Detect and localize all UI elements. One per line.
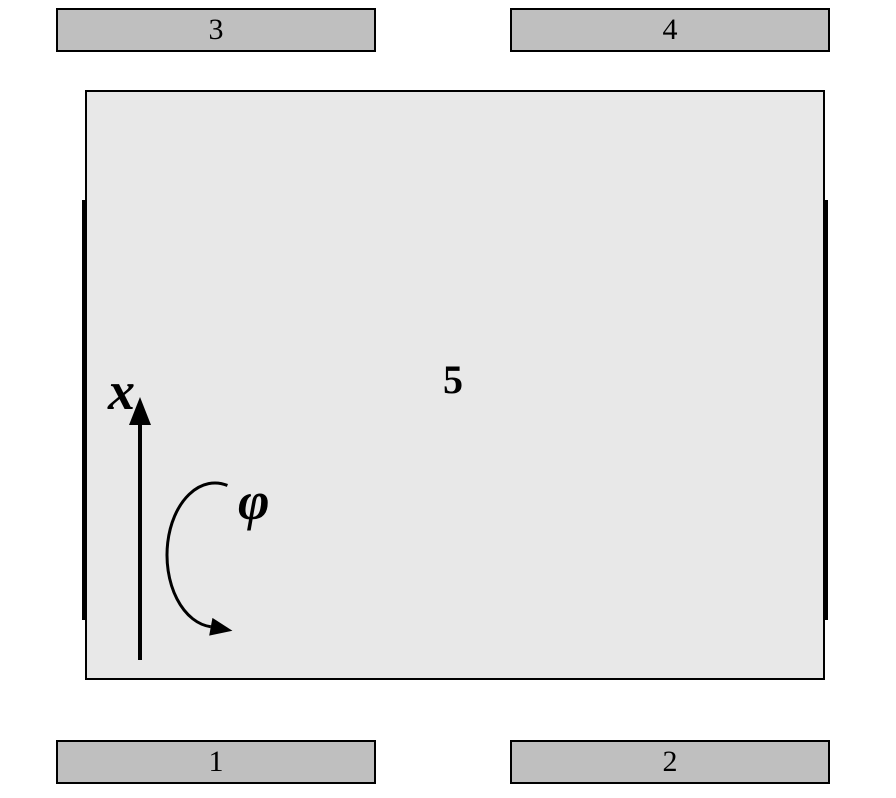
side-tick-left — [82, 200, 87, 620]
bar-4: 4 — [510, 8, 830, 52]
bar-3-label: 3 — [209, 13, 224, 47]
bar-4-label: 4 — [663, 13, 678, 47]
phi-arc-arrow — [137, 453, 293, 657]
bar-1: 1 — [56, 740, 376, 784]
bar-2-label: 2 — [663, 745, 678, 779]
bar-1-label: 1 — [209, 745, 224, 779]
diagram-canvas: { "bars": { "top_left": { "label": "3", … — [0, 0, 896, 798]
bar-3: 3 — [56, 8, 376, 52]
bar-2: 2 — [510, 740, 830, 784]
panel-5-label: 5 — [443, 356, 463, 403]
side-tick-right — [825, 200, 830, 620]
